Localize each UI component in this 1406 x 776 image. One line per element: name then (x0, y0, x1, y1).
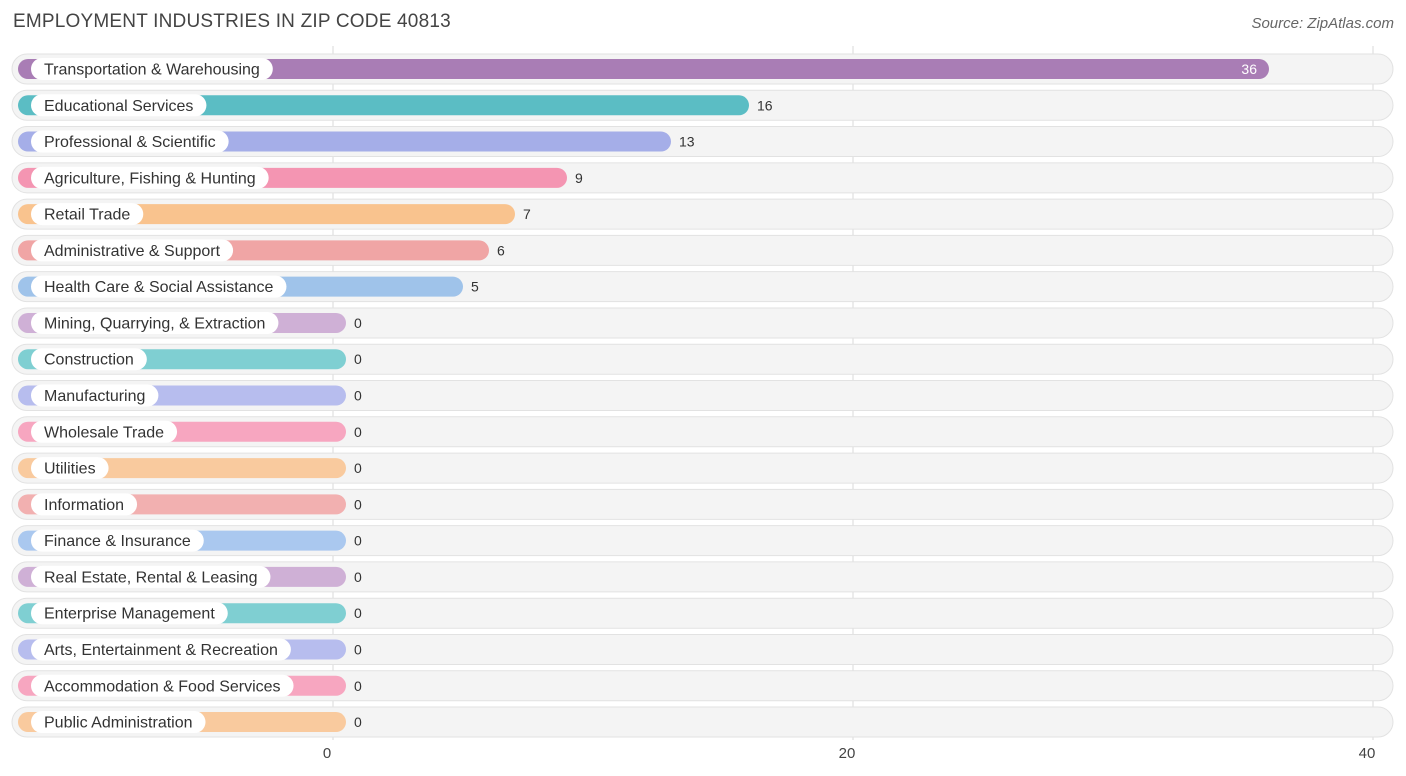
value-label: 36 (1241, 61, 1257, 77)
category-label: Wholesale Trade (44, 424, 164, 441)
value-label: 0 (354, 569, 362, 585)
value-label: 0 (354, 714, 362, 730)
value-label: 0 (354, 351, 362, 367)
category-label: Educational Services (44, 98, 193, 115)
value-label: 0 (354, 605, 362, 621)
value-label: 0 (354, 424, 362, 440)
row-track (11, 525, 1394, 557)
category-label: Mining, Quarrying, & Extraction (44, 315, 265, 332)
value-label: 6 (497, 242, 505, 258)
value-label: 0 (354, 641, 362, 657)
category-label-pill (31, 529, 204, 552)
category-label-pill (31, 602, 228, 625)
value-label: 16 (757, 97, 773, 113)
value-label: 0 (354, 388, 362, 404)
category-label-pill (31, 420, 178, 443)
value-label: 7 (523, 206, 531, 222)
row-track (11, 670, 1394, 702)
value-label: 5 (471, 279, 479, 295)
category-label: Real Estate, Rental & Leasing (44, 569, 257, 586)
category-label-pill (31, 638, 291, 661)
category-label-pill (31, 58, 273, 80)
category-label-pill (31, 493, 138, 516)
row-track (11, 343, 1394, 375)
category-label: Information (44, 497, 124, 514)
category-label-pill (31, 457, 109, 480)
value-label: 0 (354, 496, 362, 512)
value-label: 0 (354, 678, 362, 694)
category-label-pill (31, 130, 229, 153)
value-label: 9 (575, 170, 583, 186)
row-track (11, 307, 1394, 339)
x-tick-label: 20 (839, 745, 856, 762)
category-label: Finance & Insurance (44, 533, 191, 550)
category-label: Health Care & Social Assistance (44, 279, 274, 296)
category-label: Retail Trade (44, 207, 130, 224)
category-label: Transportation & Warehousing (44, 62, 260, 79)
category-label-pill (31, 275, 287, 298)
category-label: Construction (44, 352, 134, 369)
row-track (11, 452, 1394, 484)
category-label: Public Administration (44, 715, 193, 732)
category-label-pill (31, 166, 269, 189)
category-label-pill (31, 384, 159, 407)
bar[interactable] (18, 59, 1269, 79)
value-label: 0 (354, 315, 362, 331)
value-label: 0 (354, 460, 362, 476)
category-label: Professional & Scientific (44, 134, 216, 151)
row-track (11, 380, 1394, 412)
category-label: Agriculture, Fishing & Hunting (44, 170, 256, 187)
category-label-pill (31, 348, 147, 371)
row-track (11, 706, 1394, 738)
category-label-pill (31, 203, 144, 226)
x-tick-label: 0 (323, 745, 331, 762)
source-credit: Source: ZipAtlas.com (1251, 15, 1394, 32)
category-label: Manufacturing (44, 388, 145, 405)
category-label: Arts, Entertainment & Recreation (44, 642, 278, 659)
category-label-pill (31, 311, 279, 334)
category-label: Utilities (44, 461, 96, 478)
value-label: 0 (354, 533, 362, 549)
category-label: Enterprise Management (44, 606, 215, 623)
category-label-pill (31, 94, 207, 117)
row-track (11, 561, 1394, 593)
x-tick-label: 40 (1359, 745, 1376, 762)
category-label: Accommodation & Food Services (44, 678, 281, 695)
row-track (11, 597, 1394, 629)
row-track (11, 488, 1394, 520)
category-label-pill (31, 711, 206, 734)
category-label-pill (31, 239, 234, 262)
bar[interactable] (18, 204, 515, 225)
category-label-pill (31, 674, 294, 697)
chart-title: EMPLOYMENT INDUSTRIES IN ZIP CODE 40813 (13, 11, 451, 32)
row-track (11, 416, 1394, 448)
category-label: Administrative & Support (44, 243, 221, 260)
value-label: 13 (679, 134, 695, 150)
category-label-pill (31, 565, 271, 588)
row-track (11, 633, 1394, 665)
